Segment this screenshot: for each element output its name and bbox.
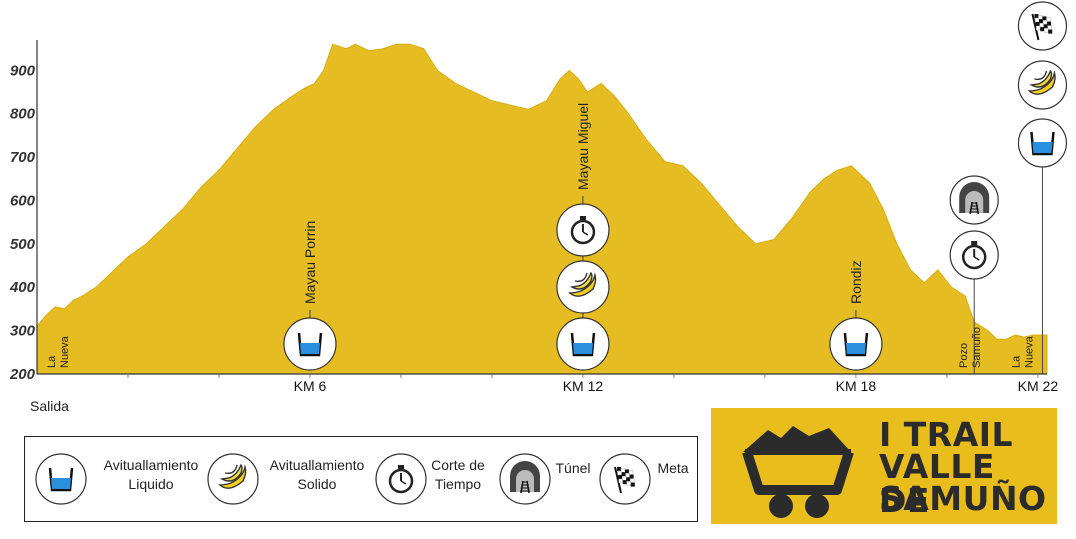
y-tick-label: 900 [10, 62, 36, 79]
mine-cart-logo-icon [742, 426, 854, 518]
finish-flag-icon [1017, 1, 1068, 51]
place-label: La [1010, 355, 1022, 368]
tunnel-icon [499, 453, 551, 505]
y-tick-label: 400 [9, 279, 36, 296]
legend-item: Avituallamiento Solido [25, 437, 697, 521]
place-label: Nueva [1023, 335, 1035, 368]
elevation-area [36, 43, 1048, 375]
x-tick-label: KM 12 [563, 378, 604, 394]
water-icon [829, 317, 883, 371]
legend-item: Meta [25, 437, 697, 521]
legend-label: Corte de [431, 457, 485, 473]
y-tick-label: 800 [10, 106, 36, 123]
tunnel-icon [949, 175, 999, 225]
legend-item: Corte de Tiempo [25, 437, 697, 521]
y-tick-label: 200 [9, 366, 36, 383]
legend-label: Avituallamiento [103, 457, 199, 473]
event-logo: I TRAIL VALLE DE SAMUÑO [711, 408, 1057, 524]
y-tick-label: 500 [10, 236, 36, 253]
x-tick-label: KM 6 [294, 378, 327, 394]
legend-item: Túnel [25, 437, 697, 521]
station-name-label: Mayau Miguel [575, 103, 591, 190]
legend-label: Solido [297, 476, 337, 492]
stopwatch-icon [949, 230, 999, 280]
finish-flag-icon [599, 453, 651, 505]
stopwatch-icon [556, 203, 610, 257]
water-icon [556, 317, 610, 371]
legend: Avituallamiento Liquido Avituallamiento Sol… [24, 436, 698, 522]
x-tick-label: KM 18 [836, 378, 877, 394]
legend-label: Liquido [128, 476, 174, 492]
legend-label: Meta [657, 460, 689, 476]
water-icon [1017, 118, 1068, 168]
elevation-chart: 200 300 400 500 600 700 800 900 KM 6 KM 12 KM 18 KM… [9, 1, 1068, 394]
y-tick-label: 600 [10, 192, 36, 209]
water-icon [35, 453, 87, 505]
y-tick-label: 700 [10, 149, 36, 166]
stopwatch-icon [375, 453, 427, 505]
place-label: Pozo [958, 343, 970, 368]
x-tick-label: KM 22 [1018, 378, 1059, 394]
place-label: Nueva [59, 335, 71, 368]
station-name-label: Mayau Porrin [302, 221, 318, 304]
legend-item: Avituallamiento Liquido [25, 437, 697, 521]
banana-icon [556, 260, 610, 314]
water-icon [283, 317, 337, 371]
place-label: Samuño [971, 327, 983, 368]
start-label: Salida [30, 398, 69, 414]
legend-label: Túnel [555, 460, 591, 476]
banana-icon [1017, 60, 1068, 110]
logo-line-3: SAMUÑO [879, 479, 1047, 518]
place-label: La [46, 355, 58, 368]
logo-line-2: VALLE DE [879, 447, 995, 520]
legend-label: Tiempo [434, 476, 482, 492]
logo-line-1: I TRAIL [879, 415, 1014, 454]
legend-label: Avituallamiento [269, 457, 365, 473]
station-name-label: Rondiz [848, 260, 864, 304]
banana-icon [207, 453, 259, 505]
y-tick-label: 300 [10, 323, 36, 340]
